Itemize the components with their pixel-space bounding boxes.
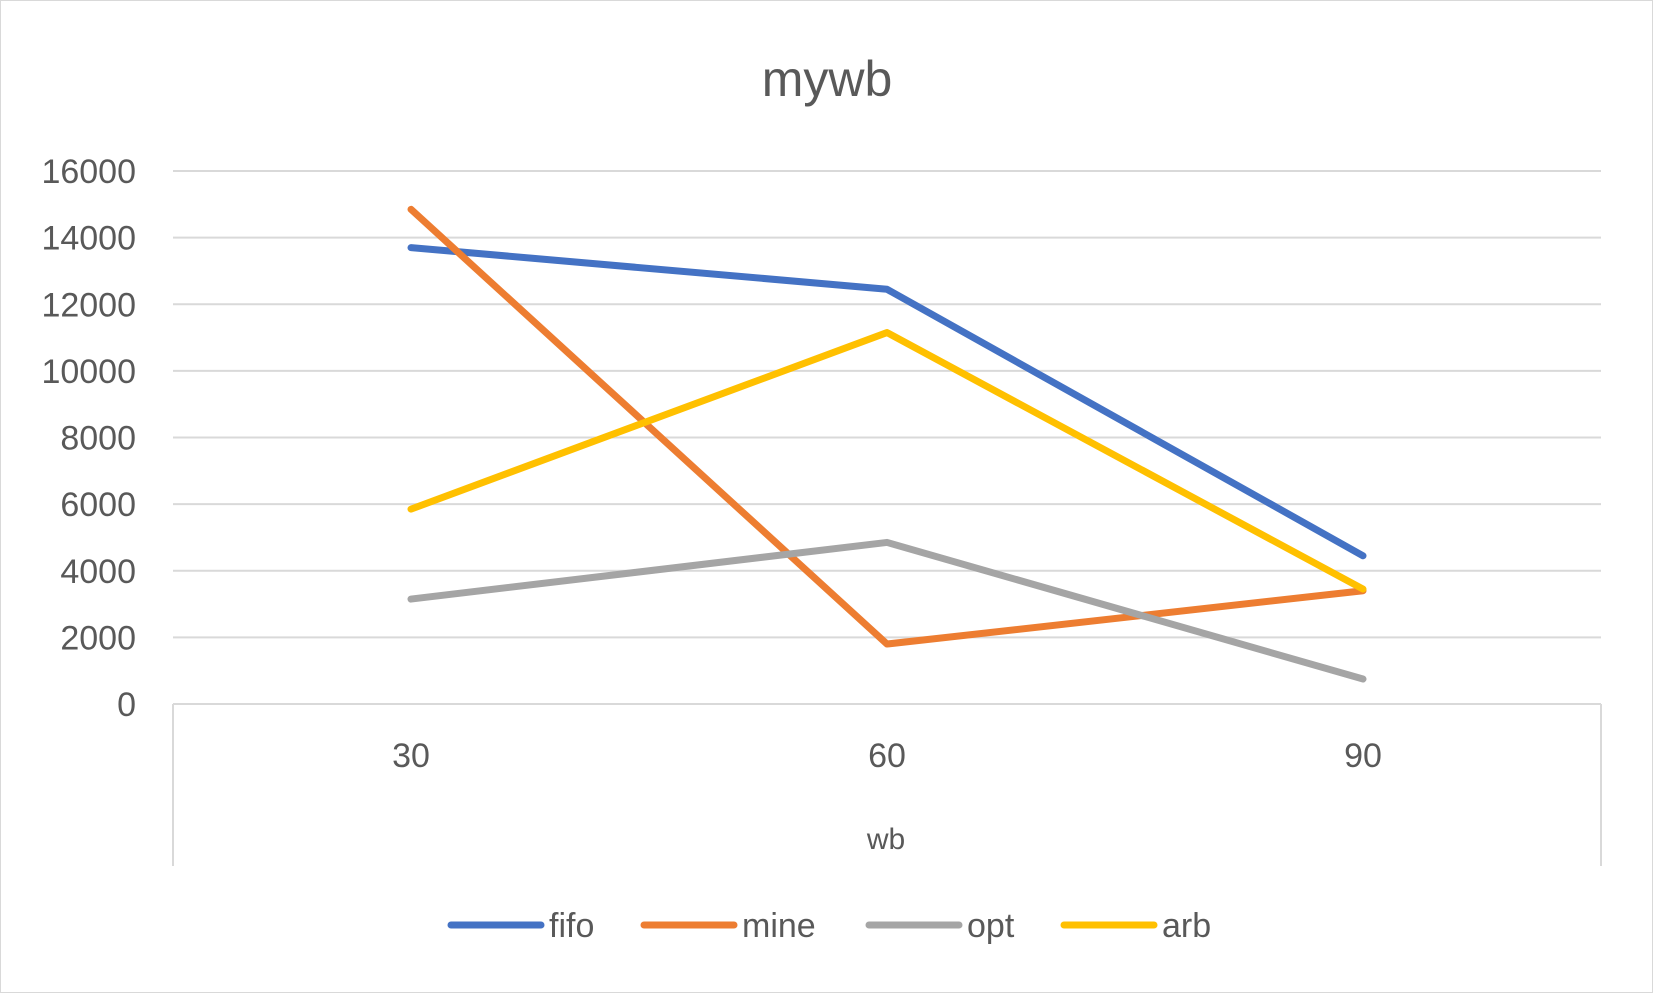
plot-frame [172, 703, 1602, 866]
legend-label: arb [1162, 907, 1211, 945]
legend-item-fifo: fifo [447, 907, 594, 945]
x-axis-title: wb [866, 823, 905, 856]
series-line-arb [407, 329, 1367, 593]
y-tick-label: 2000 [60, 619, 136, 657]
series-line-opt [407, 538, 1367, 683]
y-tick-label: 12000 [41, 286, 136, 324]
legend-item-opt: opt [865, 907, 1015, 945]
x-tick-label: 30 [392, 737, 430, 775]
legend: fifo mine opt arb [447, 907, 1211, 945]
x-tick-label: 60 [868, 737, 906, 775]
y-tick-label: 0 [117, 686, 136, 724]
legend-item-mine: mine [640, 907, 816, 945]
x-axis-ticks: 30 60 90 [392, 737, 1382, 775]
gridlines [173, 170, 1601, 639]
y-tick-label: 4000 [60, 553, 136, 591]
series-line-mine [407, 205, 1367, 648]
y-tick-label: 16000 [41, 153, 136, 191]
legend-item-arb: arb [1060, 907, 1211, 945]
x-tick-label: 90 [1344, 737, 1382, 775]
y-tick-label: 14000 [41, 220, 136, 258]
series-line-fifo [407, 244, 1367, 560]
series-lines [407, 205, 1367, 683]
y-tick-label: 6000 [60, 486, 136, 524]
legend-label: mine [742, 907, 816, 945]
chart-title: mywb [762, 51, 893, 107]
legend-label: fifo [549, 907, 594, 945]
y-axis-ticks: 0 2000 4000 6000 8000 10000 12000 14000 16000 [41, 153, 136, 724]
y-tick-label: 8000 [60, 420, 136, 458]
legend-label: opt [967, 907, 1015, 945]
y-tick-label: 10000 [41, 353, 136, 391]
